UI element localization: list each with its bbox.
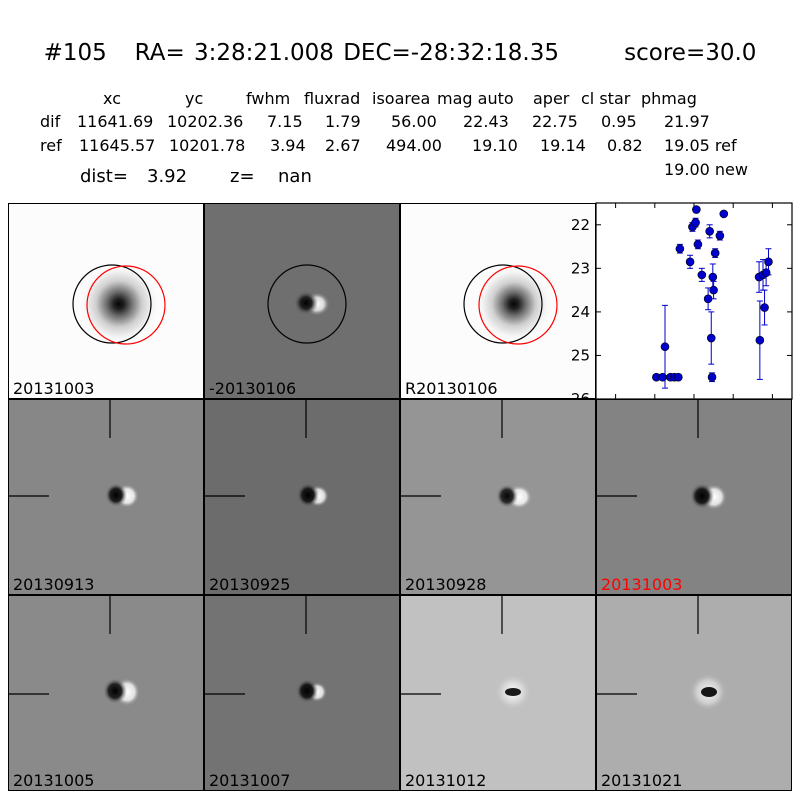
ref-fwhm: 3.94 xyxy=(270,136,306,155)
data-point xyxy=(705,227,714,236)
column-header-aper: aper xyxy=(533,89,570,108)
data-point xyxy=(674,372,683,382)
ref-cl-star: 0.82 xyxy=(607,136,643,155)
dif-mag-auto: 22.43 xyxy=(463,112,509,131)
phmag-new-value: 19.00 new xyxy=(664,160,748,179)
data-point xyxy=(675,244,685,254)
z-value: nan xyxy=(278,166,312,187)
column-header-fluxrad: fluxrad xyxy=(304,89,361,108)
column-header-fwhm: fwhm xyxy=(246,89,291,108)
dif-fwhm: 7.15 xyxy=(267,112,303,131)
aperture-circle-black xyxy=(72,264,152,344)
stamp-label: -20130106 xyxy=(209,379,297,398)
data-point xyxy=(692,205,701,214)
dif-yc: 10202.36 xyxy=(167,112,244,131)
dif-phmag: 21.97 xyxy=(664,112,710,131)
stamp-label: R20130106 xyxy=(405,379,498,398)
column-header-isoarea: isoarea xyxy=(372,89,431,108)
dif-xc: 11641.69 xyxy=(77,112,154,131)
epoch-stamp: 20130928 xyxy=(400,399,596,595)
y-tick-label: 22 xyxy=(571,216,590,234)
epoch-stamp: 20130913 xyxy=(8,399,204,595)
z-label: z= xyxy=(230,166,255,187)
dif-fluxrad: 1.79 xyxy=(325,112,361,131)
data-point xyxy=(697,270,707,280)
ref-isoarea: 494.00 xyxy=(386,136,442,155)
column-header-xc: xc xyxy=(103,89,121,108)
aperture-circle-red xyxy=(478,265,558,345)
data-point xyxy=(755,335,765,345)
ref-yc: 10201.78 xyxy=(169,136,246,155)
data-point xyxy=(691,218,700,227)
ref-xc: 11645.57 xyxy=(79,136,156,155)
data-point xyxy=(710,248,720,258)
data-point xyxy=(760,303,769,312)
column-header-mag-auto: mag auto xyxy=(437,89,514,108)
stamp-label: 20130925 xyxy=(209,575,291,594)
dif-cl-star: 0.95 xyxy=(601,112,637,131)
ref-mag-auto: 19.10 xyxy=(472,136,518,155)
aperture-circle-red xyxy=(86,265,166,345)
data-point xyxy=(709,285,718,295)
page-title: #105 RA= 3:28:21.008 DEC=-28:32:18.35 sc… xyxy=(43,40,757,66)
ref-phmag: 19.05 ref xyxy=(664,136,737,155)
source-blob xyxy=(77,262,161,346)
epoch-stamp: 20131005 xyxy=(8,595,204,791)
stamp-difference-image: -20130106 xyxy=(204,203,400,399)
y-tick-label: 24 xyxy=(571,303,590,321)
ref-aper: 19.14 xyxy=(540,136,586,155)
aperture-circle-black xyxy=(267,264,347,344)
epoch-stamp: 20131007 xyxy=(204,595,400,791)
stamp-label: 20130928 xyxy=(405,575,487,594)
data-point xyxy=(706,333,716,343)
column-header-cl-star: cl star xyxy=(581,89,631,108)
stamp-new-image: 20131003 xyxy=(8,203,204,399)
aperture-circle-black xyxy=(463,264,543,344)
stamp-label-highlighted: 20131003 xyxy=(601,575,683,594)
dif-isoarea: 56.00 xyxy=(391,112,437,131)
dif-row-label: dif xyxy=(40,112,61,131)
column-header-phmag: phmag xyxy=(641,89,697,108)
dist-label: dist= xyxy=(80,166,128,187)
y-tick-label: 25 xyxy=(571,346,590,364)
stamp-label: 20131003 xyxy=(13,379,95,398)
stamp-label: 20131012 xyxy=(405,771,487,790)
data-point xyxy=(685,257,695,267)
epoch-stamp: 20131012 xyxy=(400,595,596,791)
data-point xyxy=(708,272,718,282)
ref-row-label: ref xyxy=(40,136,62,155)
epoch-stamp: 20131021 xyxy=(596,595,792,791)
column-header-yc: yc xyxy=(185,89,204,108)
epoch-stamp: 20131003 xyxy=(596,399,792,595)
data-point xyxy=(715,231,725,240)
dist-value: 3.92 xyxy=(147,166,188,187)
data-point xyxy=(660,342,670,352)
stamp-label: 20130913 xyxy=(13,575,95,594)
stamp-label: 20131021 xyxy=(601,771,683,790)
data-point xyxy=(707,372,717,382)
dif-aper: 22.75 xyxy=(532,112,578,131)
y-tick-label: 23 xyxy=(571,259,590,277)
data-point xyxy=(764,257,773,267)
epoch-stamp: 20130925 xyxy=(204,399,400,595)
data-point xyxy=(719,209,729,219)
data-point xyxy=(693,240,703,249)
stamp-reference-image: R20130106 xyxy=(400,203,596,399)
stamp-label: 20131007 xyxy=(209,771,291,790)
ref-fluxrad: 2.67 xyxy=(325,136,361,155)
source-blob xyxy=(474,264,554,344)
stamp-label: 20131005 xyxy=(13,771,95,790)
